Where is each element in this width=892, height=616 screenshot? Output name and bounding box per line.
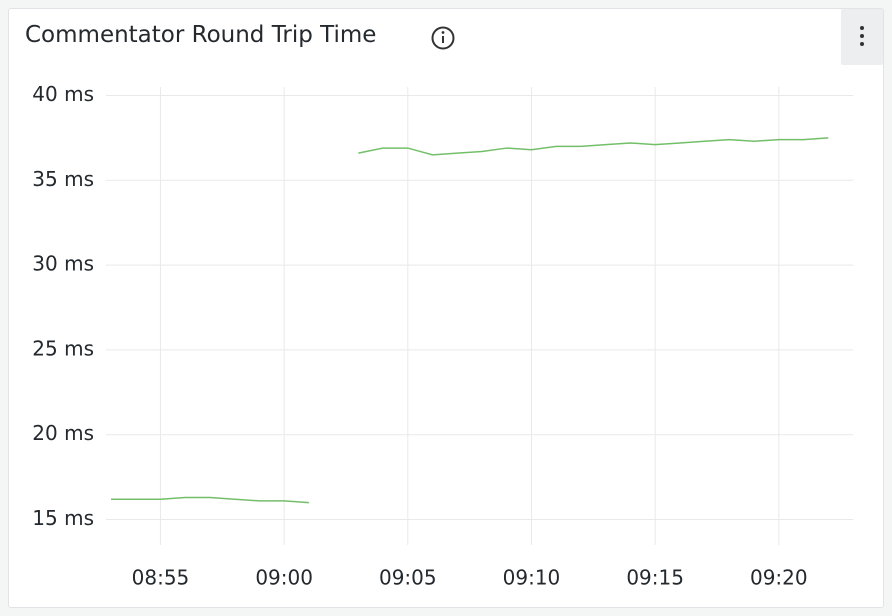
y-tick-label: 35 ms	[32, 167, 94, 191]
panel-title: Commentator Round Trip Time	[25, 22, 377, 48]
series-line	[111, 137, 829, 504]
y-tick-label: 15 ms	[32, 506, 94, 530]
x-tick-label: 09:00	[255, 566, 313, 590]
info-icon[interactable]	[430, 25, 456, 51]
x-tick-label: 09:20	[750, 566, 808, 590]
y-tick-label: 30 ms	[32, 252, 94, 276]
y-tick-label: 20 ms	[32, 421, 94, 445]
panel: Commentator Round Trip Time	[8, 8, 884, 608]
y-tick-label: 40 ms	[32, 82, 94, 106]
y-tick-label: 25 ms	[32, 336, 94, 360]
x-tick-label: 09:05	[379, 566, 437, 590]
panel-menu[interactable]	[841, 9, 883, 65]
x-tick-label: 08:55	[132, 566, 190, 590]
x-tick-label: 09:10	[503, 566, 561, 590]
x-tick-label: 09:15	[626, 566, 684, 590]
